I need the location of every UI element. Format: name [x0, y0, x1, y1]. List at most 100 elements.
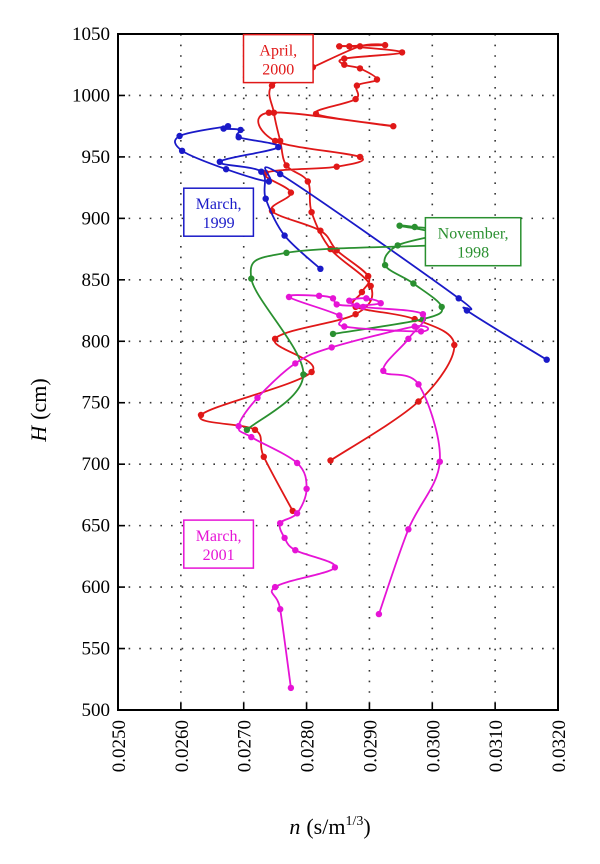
series-label-box: March, 2001: [183, 519, 255, 569]
data-point: [394, 242, 401, 249]
series-labels: April, 2000 March, 1999 November, 1998 March, 2…: [183, 33, 522, 569]
data-point: [363, 295, 370, 302]
data-point: [178, 147, 186, 154]
y-tick-label: 650: [82, 516, 111, 537]
data-point: [365, 272, 372, 280]
data-point: [398, 49, 406, 56]
data-point: [331, 564, 339, 571]
data-point: [281, 232, 288, 239]
data-point: [281, 534, 288, 542]
y-axis-unit: (cm): [26, 378, 51, 420]
series-label-box: November, 1998: [424, 216, 522, 267]
series-label-line: 2000: [262, 62, 294, 79]
data-point: [463, 307, 471, 314]
data-point: [271, 335, 279, 342]
data-point: [341, 55, 348, 62]
data-point: [352, 95, 359, 103]
data-point: [358, 288, 366, 296]
data-point: [317, 227, 324, 234]
x-tick-label: 0.0250: [109, 720, 130, 772]
y-axis-title: H (cm): [26, 378, 51, 442]
data-point: [283, 162, 290, 169]
data-point: [287, 189, 295, 196]
series-label-frame: [424, 216, 522, 267]
grid: [118, 34, 558, 710]
axis-ticks: [117, 33, 559, 711]
data-point: [248, 433, 255, 441]
y-tick-label: 1000: [72, 85, 110, 106]
data-point: [308, 368, 315, 376]
data-point: [333, 163, 340, 170]
series-label-line: 1999: [203, 215, 235, 232]
data-point: [329, 295, 337, 302]
series-label-frame: [183, 187, 255, 237]
data-point: [176, 132, 183, 140]
data-point: [352, 311, 359, 318]
series-label-box: April, 2000: [242, 33, 314, 84]
data-point: [268, 82, 276, 89]
data-point: [411, 323, 418, 330]
x-axis-title: n (s/m1/3): [289, 814, 370, 839]
data-point: [262, 195, 269, 202]
data-point: [451, 341, 458, 349]
data-point: [277, 520, 284, 527]
data-point: [243, 426, 251, 433]
data-point: [405, 526, 412, 533]
series-label-line: April,: [259, 43, 297, 60]
data-point: [367, 282, 374, 290]
data-point: [415, 381, 422, 388]
data-point: [415, 398, 422, 405]
data-point: [373, 76, 381, 83]
data-point: [292, 360, 299, 367]
x-tick-label: 0.0260: [172, 720, 193, 772]
data-point: [411, 223, 418, 231]
data-point: [293, 510, 301, 517]
data-point: [410, 280, 417, 287]
data-point: [251, 426, 259, 433]
data-point: [260, 453, 267, 460]
series-label-box: March, 1999: [183, 187, 255, 237]
y-tick-label: 1050: [72, 24, 110, 45]
y-tick-label: 900: [82, 208, 111, 229]
data-point: [271, 583, 279, 591]
data-point: [390, 123, 397, 130]
series-label-frame: [183, 519, 255, 569]
data-point: [375, 610, 383, 618]
data-point: [265, 178, 273, 185]
data-point: [197, 411, 205, 419]
x-axis-exponent: 1/3: [345, 814, 363, 829]
data-point: [438, 303, 445, 311]
data-point: [235, 134, 242, 141]
data-point: [329, 330, 337, 338]
series-label-line: March,: [196, 528, 242, 545]
series-label-line: 1998: [457, 245, 489, 262]
x-tick-label: 0.0280: [298, 720, 319, 772]
series-label-line: March,: [196, 196, 242, 213]
data-point: [312, 110, 320, 118]
series-line: [199, 43, 456, 512]
data-point: [222, 166, 230, 173]
data-point: [275, 143, 282, 151]
data-point: [346, 297, 353, 304]
y-tick-label: 500: [82, 700, 111, 721]
y-tick-label: 750: [82, 393, 111, 414]
y-axis-symbol: H: [26, 425, 51, 443]
x-tick-labels: 0.0250 0.0260 0.0270 0.0280 0.0290 0.0300 0.03…: [109, 720, 570, 772]
y-tick-label: 600: [82, 577, 111, 598]
series-label-frame: [242, 33, 314, 84]
data-point: [224, 123, 232, 130]
data-point: [419, 311, 427, 318]
data-point: [265, 109, 273, 116]
data-point: [300, 371, 307, 378]
data-point: [455, 295, 462, 302]
data-point: [341, 323, 348, 330]
data-point: [353, 302, 361, 309]
data-point: [303, 485, 310, 492]
series-0: [197, 41, 458, 515]
data-point: [417, 328, 425, 335]
data-point: [283, 249, 290, 256]
y-tick-label: 950: [82, 147, 111, 168]
data-point: [341, 61, 348, 68]
x-axis-unit: (s/m: [306, 814, 345, 839]
